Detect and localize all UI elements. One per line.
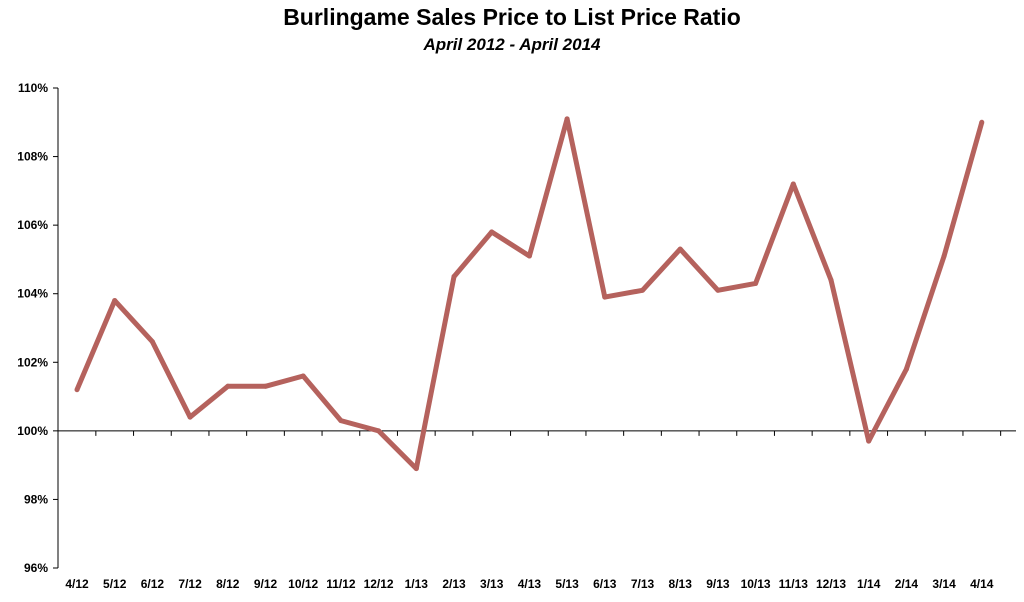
x-tick-label: 5/12 xyxy=(103,577,127,591)
data-point xyxy=(941,253,947,259)
y-tick-label: 106% xyxy=(17,218,48,232)
x-tick-label: 10/13 xyxy=(741,577,771,591)
data-point xyxy=(526,253,532,259)
data-point xyxy=(187,414,193,420)
y-axis: 96% 98% 100% 102% 104% 106% 108% 110% xyxy=(17,81,59,575)
data-point xyxy=(338,418,344,424)
x-tick-label: 4/12 xyxy=(65,577,89,591)
data-point xyxy=(866,438,872,444)
x-tick-label: 1/13 xyxy=(405,577,429,591)
x-tick-label: 4/14 xyxy=(970,577,994,591)
x-tick-label: 3/14 xyxy=(932,577,956,591)
data-point xyxy=(300,373,306,379)
x-tick-label: 2/14 xyxy=(895,577,919,591)
y-tick-label: 110% xyxy=(18,81,48,95)
x-tick-label: 5/13 xyxy=(555,577,579,591)
x-tick-label: 1/14 xyxy=(857,577,881,591)
data-point xyxy=(225,383,231,389)
data-point xyxy=(376,428,382,434)
x-tick-label: 9/12 xyxy=(254,577,278,591)
x-tick-label: 12/12 xyxy=(364,577,394,591)
data-point xyxy=(979,119,985,125)
data-point xyxy=(903,366,909,372)
data-point xyxy=(753,280,759,286)
series-line xyxy=(74,116,985,472)
data-point xyxy=(74,387,80,393)
data-point xyxy=(564,116,570,122)
x-tick-label: 9/13 xyxy=(706,577,730,591)
x-tick-label: 11/12 xyxy=(326,577,356,591)
x-tick-label: 2/13 xyxy=(442,577,466,591)
x-tick-label: 12/13 xyxy=(816,577,846,591)
x-tick-label: 10/12 xyxy=(288,577,318,591)
x-tick-label: 7/13 xyxy=(631,577,655,591)
x-tick-label: 8/12 xyxy=(216,577,240,591)
x-tick-label: 6/13 xyxy=(593,577,617,591)
series-group xyxy=(74,116,985,472)
data-point xyxy=(112,298,118,304)
x-axis: 4/12 5/12 6/12 7/12 8/12 9/12 10/12 11/12 12/12 1… xyxy=(58,430,1016,591)
chart-title: Burlingame Sales Price to List Price Rat… xyxy=(283,4,741,30)
data-point xyxy=(715,287,721,293)
chart-subtitle: April 2012 - April 2014 xyxy=(423,35,601,54)
data-point xyxy=(790,181,796,187)
data-point xyxy=(602,294,608,300)
data-point xyxy=(149,339,155,345)
data-point xyxy=(413,466,419,472)
data-point xyxy=(640,287,645,293)
y-tick-label: 108% xyxy=(17,150,48,164)
x-tick-label: 11/13 xyxy=(779,577,809,591)
x-tick-label: 6/12 xyxy=(141,577,165,591)
data-point xyxy=(451,274,457,280)
y-tick-label: 98% xyxy=(24,492,48,506)
y-tick-label: 104% xyxy=(17,287,48,301)
x-tick-label: 8/13 xyxy=(669,577,693,591)
data-point xyxy=(489,229,495,235)
x-tick-label: 7/12 xyxy=(178,577,202,591)
y-tick-label: 102% xyxy=(17,355,48,369)
y-tick-label: 100% xyxy=(17,424,48,438)
x-tick-label: 3/13 xyxy=(480,577,504,591)
y-tick-label: 96% xyxy=(24,561,48,575)
data-point xyxy=(828,277,834,283)
data-point xyxy=(263,383,268,389)
x-tick-label: 4/13 xyxy=(518,577,542,591)
data-point xyxy=(677,246,683,252)
